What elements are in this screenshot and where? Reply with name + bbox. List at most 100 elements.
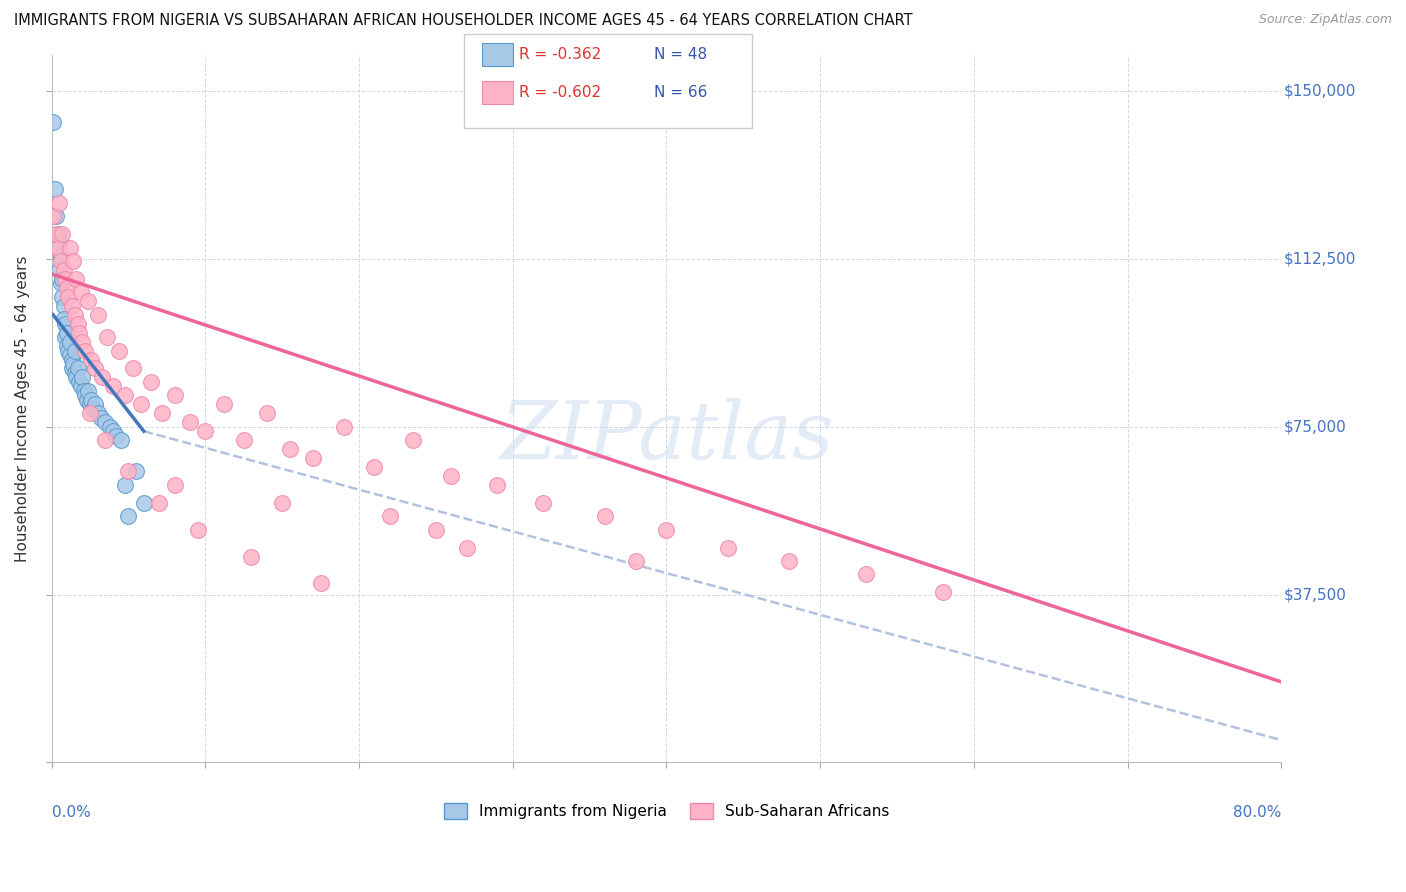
- Point: [46, 227, 69, 242]
- Point: [717, 541, 740, 555]
- Point: [66, 361, 89, 376]
- Point: [80, 352, 103, 367]
- Point: [232, 433, 254, 447]
- Point: [42, 209, 65, 223]
- Point: [593, 509, 616, 524]
- Point: [94, 415, 117, 429]
- Point: [655, 523, 678, 537]
- Point: [778, 554, 800, 568]
- Point: [240, 549, 263, 564]
- Point: [363, 460, 385, 475]
- Point: [44, 182, 66, 196]
- Text: $37,500: $37,500: [1284, 587, 1347, 602]
- Point: [75, 343, 97, 358]
- Point: [56, 339, 79, 353]
- Point: [256, 406, 278, 420]
- Point: [278, 442, 301, 456]
- Point: [72, 370, 94, 384]
- Point: [117, 465, 139, 479]
- Point: [332, 419, 354, 434]
- Point: [179, 415, 201, 429]
- Legend: Immigrants from Nigeria, Sub-Saharan Africans: Immigrants from Nigeria, Sub-Saharan Afr…: [437, 797, 896, 825]
- Text: Source: ZipAtlas.com: Source: ZipAtlas.com: [1258, 13, 1392, 27]
- Point: [533, 496, 555, 510]
- Text: ZIPatlas: ZIPatlas: [499, 399, 834, 475]
- Text: N = 48: N = 48: [654, 47, 707, 62]
- Point: [94, 433, 117, 447]
- Point: [117, 509, 139, 524]
- Point: [932, 585, 955, 599]
- Point: [125, 465, 148, 479]
- Point: [141, 375, 163, 389]
- Point: [86, 406, 108, 420]
- Point: [79, 397, 101, 411]
- Point: [96, 330, 118, 344]
- Point: [302, 450, 325, 465]
- Text: IMMIGRANTS FROM NIGERIA VS SUBSAHARAN AFRICAN HOUSEHOLDER INCOME AGES 45 - 64 YE: IMMIGRANTS FROM NIGERIA VS SUBSAHARAN AF…: [14, 13, 912, 29]
- Point: [62, 357, 84, 371]
- Point: [49, 250, 72, 264]
- Point: [53, 330, 76, 344]
- Point: [105, 428, 128, 442]
- Point: [98, 419, 121, 434]
- Point: [150, 406, 173, 420]
- Point: [48, 263, 70, 277]
- Point: [53, 317, 76, 331]
- Point: [456, 541, 478, 555]
- Point: [91, 370, 114, 384]
- Point: [402, 433, 425, 447]
- Point: [73, 384, 96, 398]
- Point: [60, 352, 83, 367]
- Point: [65, 272, 87, 286]
- Point: [486, 478, 509, 492]
- Point: [53, 272, 76, 286]
- Point: [122, 361, 145, 376]
- Point: [110, 433, 132, 447]
- Point: [63, 343, 86, 358]
- Point: [86, 308, 108, 322]
- Text: N = 66: N = 66: [654, 86, 707, 100]
- Point: [132, 496, 155, 510]
- Point: [59, 241, 82, 255]
- Point: [75, 388, 97, 402]
- Point: [59, 334, 82, 349]
- Point: [42, 115, 65, 129]
- Text: 0.0%: 0.0%: [52, 805, 90, 820]
- Point: [82, 401, 104, 416]
- Point: [52, 299, 75, 313]
- Point: [63, 366, 86, 380]
- Point: [90, 410, 112, 425]
- Point: [163, 388, 186, 402]
- Point: [378, 509, 401, 524]
- Point: [51, 290, 73, 304]
- Text: R = -0.602: R = -0.602: [519, 86, 600, 100]
- Point: [77, 384, 100, 398]
- Text: $112,500: $112,500: [1284, 252, 1357, 267]
- Point: [309, 576, 332, 591]
- Point: [80, 392, 103, 407]
- Point: [52, 312, 75, 326]
- Point: [51, 227, 73, 242]
- Point: [58, 343, 80, 358]
- Point: [83, 397, 105, 411]
- Point: [271, 496, 294, 510]
- Point: [187, 523, 209, 537]
- Point: [79, 406, 101, 420]
- Point: [63, 308, 86, 322]
- Point: [101, 424, 124, 438]
- Point: [624, 554, 647, 568]
- Point: [59, 348, 82, 362]
- Point: [46, 241, 69, 255]
- Point: [148, 496, 170, 510]
- Point: [69, 285, 91, 300]
- Text: 80.0%: 80.0%: [1233, 805, 1281, 820]
- Point: [51, 272, 73, 286]
- Point: [67, 326, 90, 340]
- Point: [114, 388, 136, 402]
- Point: [67, 375, 90, 389]
- Point: [101, 379, 124, 393]
- Text: $75,000: $75,000: [1284, 419, 1347, 434]
- Point: [108, 343, 131, 358]
- Point: [60, 361, 83, 376]
- Point: [56, 281, 79, 295]
